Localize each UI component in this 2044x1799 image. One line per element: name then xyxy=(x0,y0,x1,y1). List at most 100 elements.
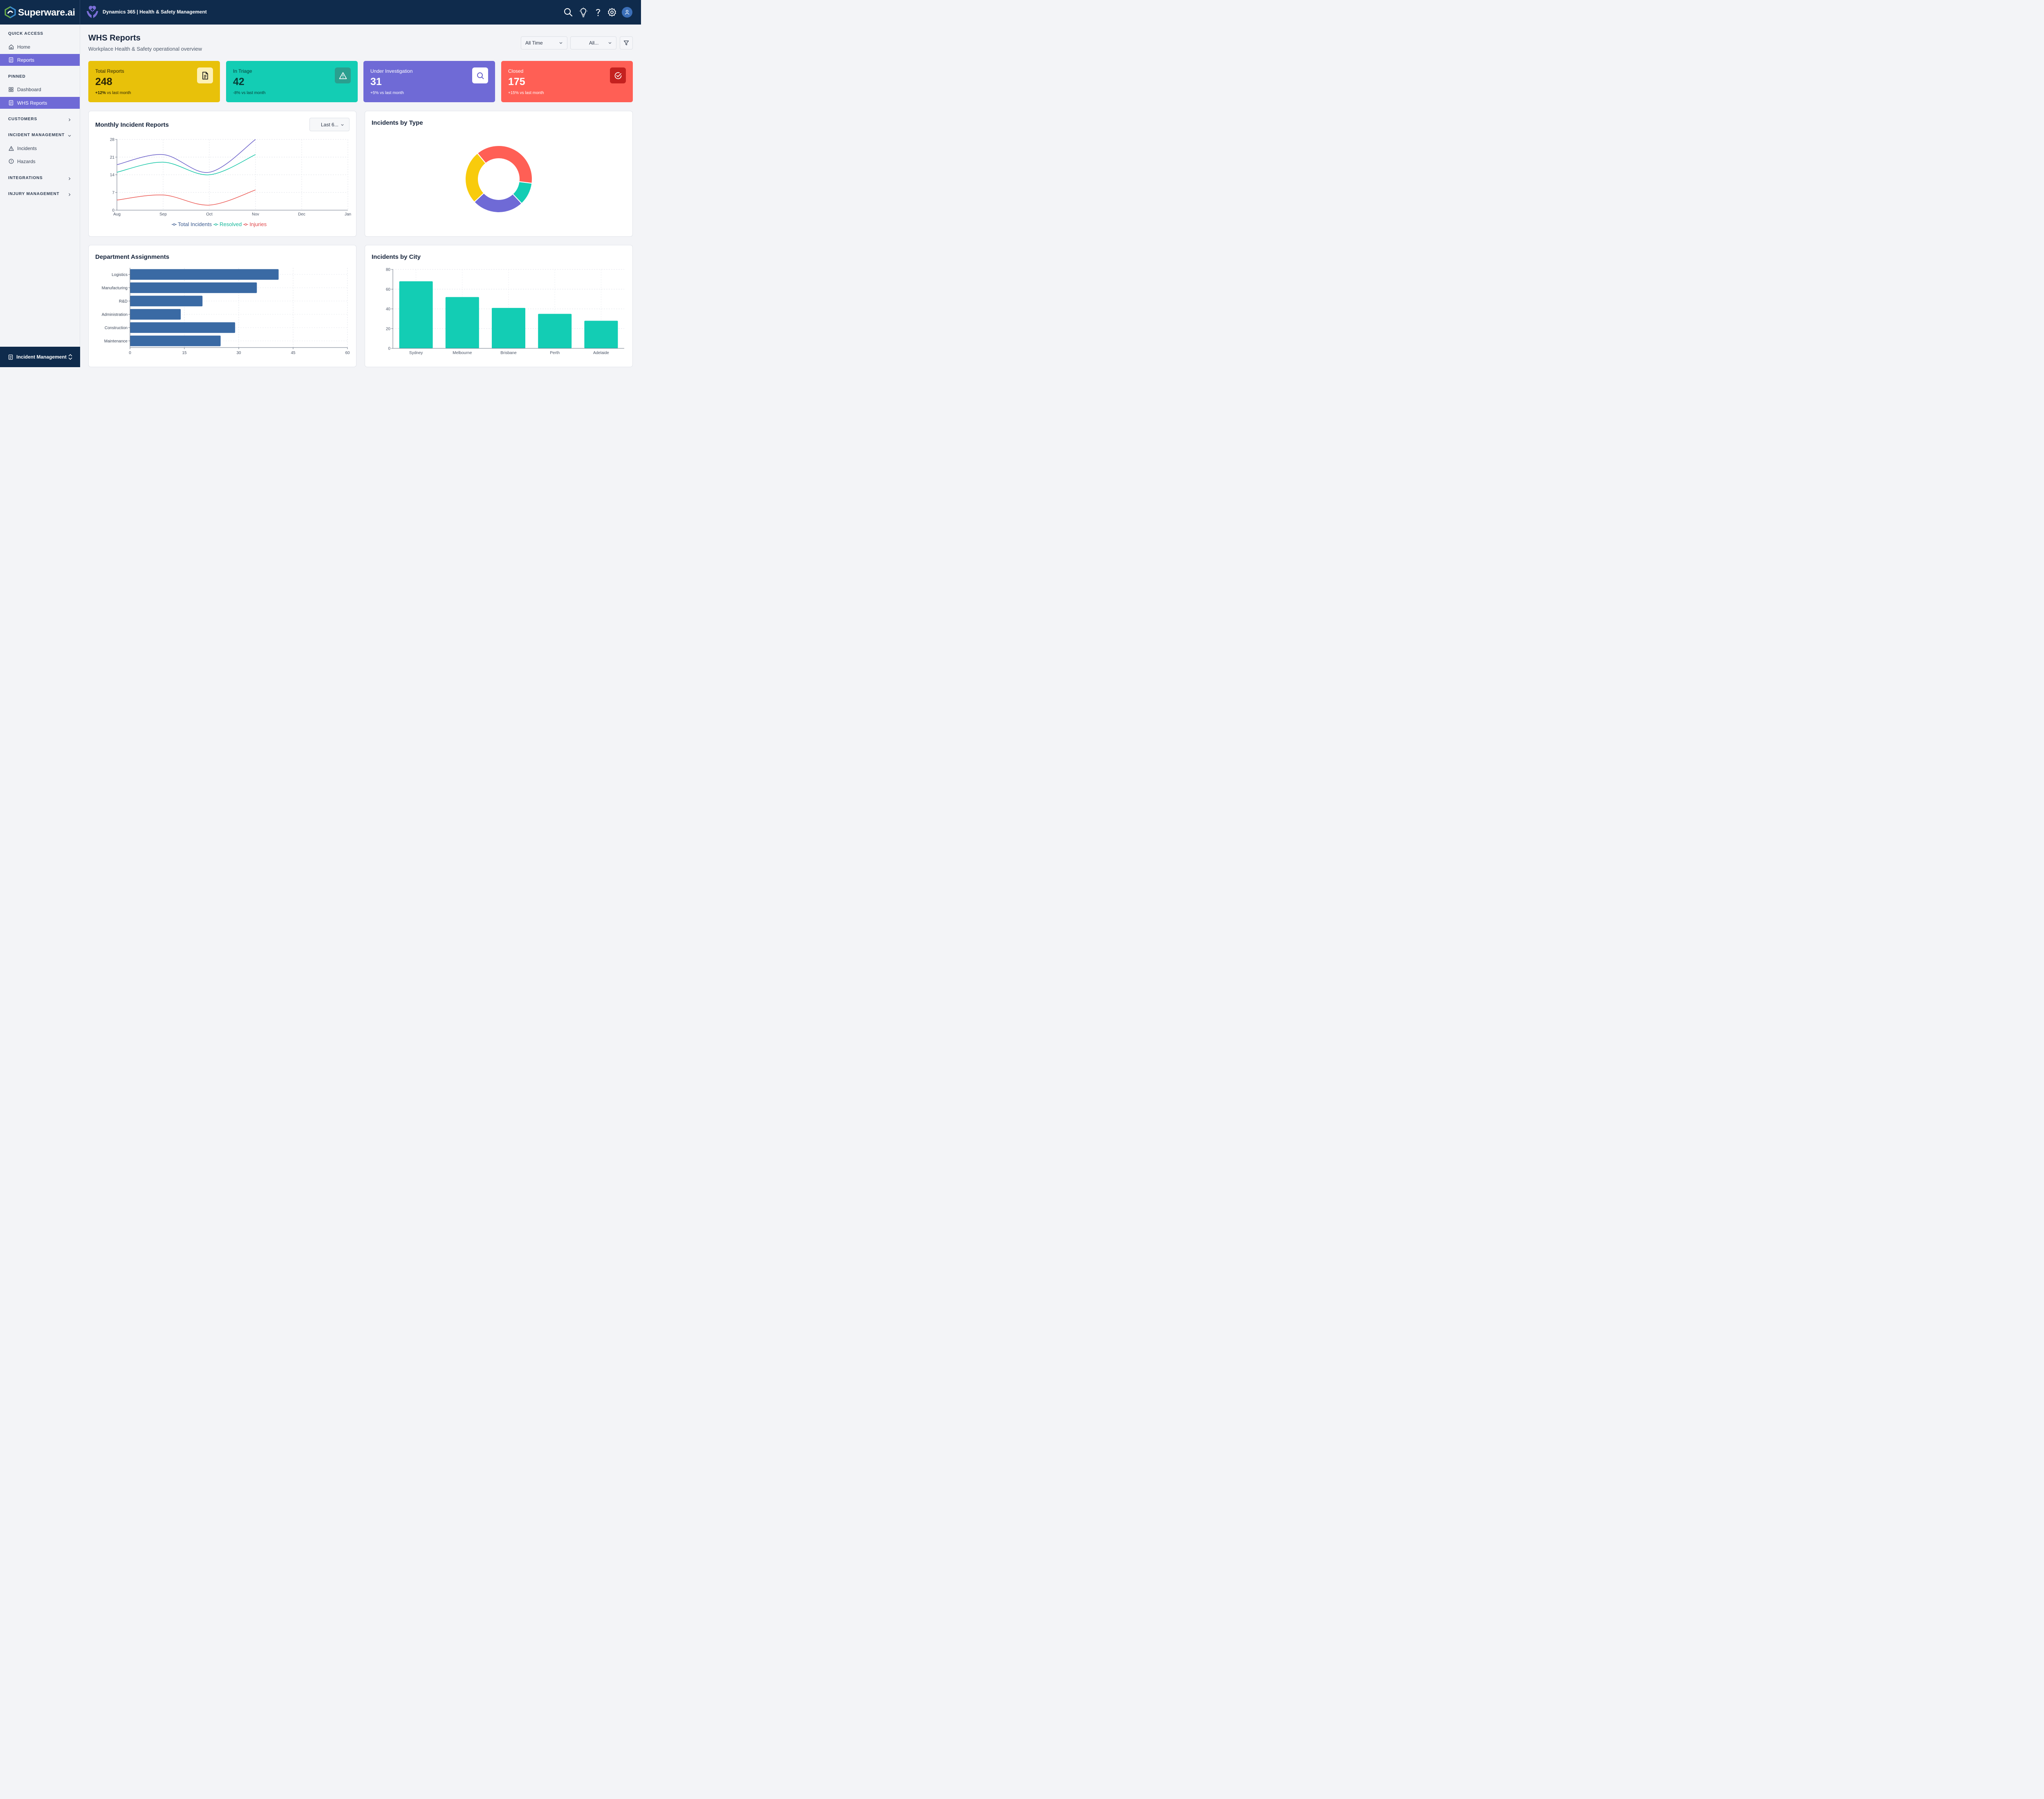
search-icon xyxy=(472,67,488,83)
kpi-label: Closed xyxy=(508,68,524,74)
report-icon xyxy=(8,100,14,106)
kpi-change-value: +5% xyxy=(370,91,379,95)
kpi-value: 248 xyxy=(95,76,112,87)
donut-slice-2 xyxy=(473,192,522,213)
bar-sydney xyxy=(399,281,433,348)
sidebar-item-label: Hazards xyxy=(17,158,36,164)
x-tick-label: Aug xyxy=(113,212,121,217)
sidebar-item-home[interactable]: Home xyxy=(0,41,80,53)
kpi-change-suffix: vs last month xyxy=(107,91,131,95)
warning-icon xyxy=(335,67,351,83)
search-icon[interactable] xyxy=(563,7,573,17)
range-select[interactable]: Last 6... xyxy=(309,118,350,131)
sidebar-section-injury-management[interactable]: INJURY MANAGEMENT xyxy=(8,192,60,196)
bar-melbourne xyxy=(445,297,479,348)
lightbulb-icon[interactable] xyxy=(578,7,588,17)
warning-icon xyxy=(8,146,14,151)
x-tick-label: Sep xyxy=(159,212,167,217)
report-icon xyxy=(8,354,13,360)
kpi-value: 42 xyxy=(233,76,244,87)
kpi-change: +12% vs last month xyxy=(95,91,131,95)
chevron-right-icon[interactable] xyxy=(67,118,72,122)
kpi-card-in-triage[interactable]: In Triage 42 -8% vs last month xyxy=(226,61,358,102)
x-tick-label: 0 xyxy=(129,351,131,355)
donut-slice-0 xyxy=(477,145,533,184)
sidebar-item-whs-reports[interactable]: WHS Reports xyxy=(0,97,80,109)
x-tick-label: Oct xyxy=(206,212,213,217)
health-hands-icon xyxy=(87,6,98,18)
kpi-change-value: +12% xyxy=(95,91,106,95)
settings-icon[interactable] xyxy=(607,7,617,17)
series-line-injuries xyxy=(117,189,256,206)
x-tick-label: Perth xyxy=(550,351,560,355)
x-tick-label: 15 xyxy=(182,351,187,355)
filter-button[interactable] xyxy=(620,36,633,49)
chevron-down-icon xyxy=(341,124,344,126)
incidents-by-city-bar-chart: 0 20 40 60 80 Sydney Melbourne Brisbane Perth Ade… xyxy=(386,268,624,355)
sidebar-section-integrations[interactable]: INTEGRATIONS xyxy=(8,176,43,180)
kpi-change: +15% vs last month xyxy=(508,91,544,95)
kpi-change-value: +15% xyxy=(508,91,519,95)
sidebar-section-incident-management[interactable]: INCIDENT MANAGEMENT xyxy=(8,133,65,137)
kpi-label: In Triage xyxy=(233,68,252,74)
x-tick-label: Melbourne xyxy=(453,351,472,355)
kpi-card-closed[interactable]: Closed 175 +15% vs last month xyxy=(501,61,633,102)
legend-label: Total Incidents xyxy=(178,221,212,227)
y-tick-label: 20 xyxy=(386,327,391,331)
sidebar-section-quick-access: QUICK ACCESS xyxy=(8,31,43,36)
bar-adelaide xyxy=(584,321,618,348)
kpi-change: -8% vs last month xyxy=(233,91,266,95)
x-tick-label: Nov xyxy=(252,212,259,217)
chevron-right-icon[interactable] xyxy=(67,177,72,181)
donut-slice-3 xyxy=(465,153,486,203)
user-avatar-icon[interactable] xyxy=(622,7,632,18)
sidebar-item-reports[interactable]: Reports xyxy=(0,54,80,66)
chevron-right-icon[interactable] xyxy=(67,193,72,197)
kpi-change-suffix: vs last month xyxy=(380,91,404,95)
kpi-label: Under Investigation xyxy=(370,68,413,74)
kpi-label: Total Reports xyxy=(95,68,124,74)
sidebar-section-customers[interactable]: CUSTOMERS xyxy=(8,117,37,121)
x-tick-label: 30 xyxy=(236,351,241,355)
sidebar-item-label: Incidents xyxy=(17,145,37,151)
time-filter-select[interactable]: All Time xyxy=(521,36,567,49)
x-tick-label: Jan xyxy=(345,212,351,217)
brand-logo[interactable]: Superware.ai xyxy=(4,6,75,19)
kpi-value: 175 xyxy=(508,76,525,87)
sidebar-item-dashboard[interactable]: Dashboard xyxy=(0,83,80,95)
sidebar-item-hazards[interactable]: Hazards xyxy=(0,155,80,167)
page-title: WHS Reports xyxy=(88,34,141,43)
y-tick-label: R&D xyxy=(119,299,128,304)
module-switcher[interactable]: Incident Management xyxy=(0,347,80,367)
kpi-card-total-reports[interactable]: Total Reports 248 +12% vs last month xyxy=(88,61,220,102)
y-tick-label: 0 xyxy=(388,347,390,351)
page-subtitle: Workplace Health & Safety operational ov… xyxy=(88,46,202,52)
bar-maintenance xyxy=(130,335,221,346)
bar-manufacturing xyxy=(130,282,257,293)
kpi-card-under-investigation[interactable]: Under Investigation 31 +5% vs last month xyxy=(363,61,495,102)
kpi-change: +5% vs last month xyxy=(370,91,404,95)
series-line-total-incidents xyxy=(117,139,256,173)
monthly-incidents-line-chart: 0 7 14 21 28 Aug Sep Oct Nov Dec Jan xyxy=(110,138,351,217)
legend-item-injuries[interactable]: Injuries xyxy=(243,221,267,227)
panel-title: Incidents by City xyxy=(372,253,421,260)
range-select-value: Last 6... xyxy=(321,121,338,128)
kpi-change-suffix: vs last month xyxy=(520,91,544,95)
y-tick-label: 60 xyxy=(386,287,391,292)
legend-item-resolved[interactable]: Resolved xyxy=(213,221,242,227)
x-tick-label: Sydney xyxy=(409,351,423,355)
sidebar-item-incidents[interactable]: Incidents xyxy=(0,142,80,154)
chevron-down-icon[interactable] xyxy=(67,134,72,138)
y-tick-label: Maintenance xyxy=(104,339,128,343)
top-bar: Superware.ai Dynamics 365 | Health & Saf… xyxy=(0,0,641,25)
category-filter-select[interactable]: All... xyxy=(570,36,616,49)
help-icon[interactable] xyxy=(593,7,603,17)
y-tick-label: 28 xyxy=(110,138,115,142)
bar-perth xyxy=(538,314,572,348)
y-tick-label: Administration xyxy=(102,312,128,317)
x-tick-label: Dec xyxy=(298,212,305,217)
panel-incidents-by-type xyxy=(365,111,633,237)
sidebar-item-label: Dashboard xyxy=(17,86,41,92)
legend-item-total-incidents[interactable]: Total Incidents xyxy=(172,221,212,227)
incidents-by-type-donut-chart xyxy=(465,145,533,213)
